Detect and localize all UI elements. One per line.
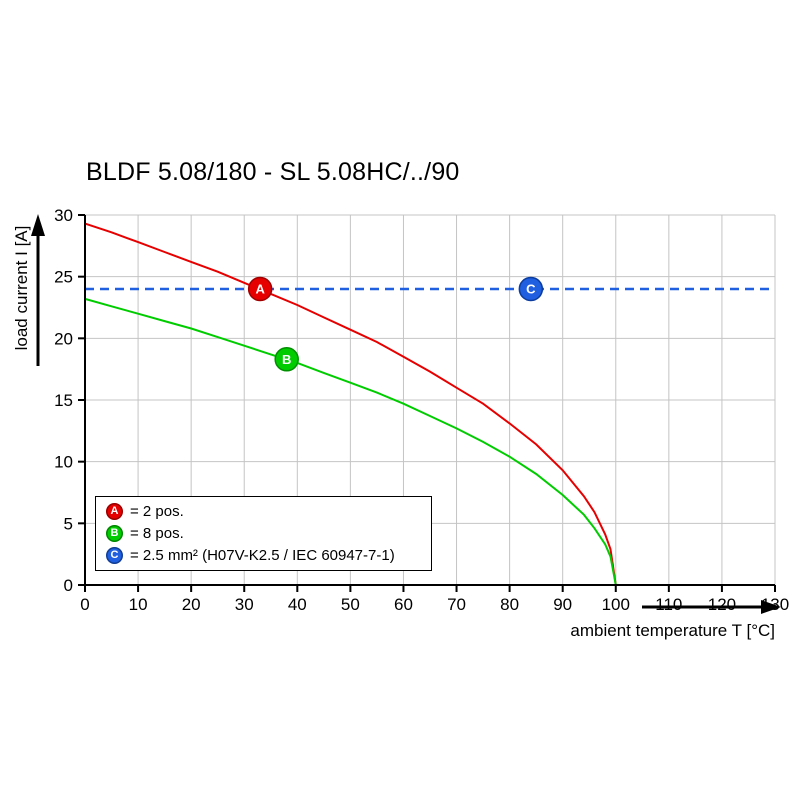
x-tick-label: 0 (80, 595, 89, 614)
legend-label-c: = 2.5 mm² (H07V-K2.5 / IEC 60947-7-1) (130, 547, 395, 565)
marker-c-label: C (526, 282, 536, 297)
legend-marker-c-icon: C (106, 547, 123, 565)
x-tick-label: 20 (182, 595, 201, 614)
marker-a (247, 276, 273, 302)
x-tick-label: 120 (708, 595, 736, 614)
x-tick-label: 10 (129, 595, 148, 614)
x-tick-label: 100 (602, 595, 630, 614)
marker-b (274, 347, 299, 372)
x-tick-label: 70 (447, 595, 466, 614)
x-axis-arrowhead-icon (761, 600, 781, 614)
x-tick-label: 80 (500, 595, 519, 614)
chart-title: BLDF 5.08/180 - SL 5.08HC/../90 (86, 158, 460, 186)
y-tick-label: 0 (64, 576, 73, 595)
legend-item-c: C = 2.5 mm² (H07V-K2.5 / IEC 60947-7-1) (106, 547, 431, 565)
x-tick-label: 30 (235, 595, 254, 614)
y-axis-arrowhead-icon (31, 214, 45, 236)
marker-b-label: B (282, 352, 291, 367)
legend-marker-a-icon: A (106, 502, 123, 520)
x-tick-label: 90 (553, 595, 572, 614)
legend-item-b: B = 8 pos. (106, 524, 431, 542)
y-tick-label: 10 (54, 453, 73, 472)
y-tick-label: 30 (54, 206, 73, 225)
x-tick-label: 60 (394, 595, 413, 614)
marker-c (518, 276, 544, 302)
y-tick-label: 25 (54, 268, 73, 287)
chart-legend: A = 2 pos. B = 8 pos. C = 2.5 mm² (H07V-… (95, 496, 432, 571)
y-tick-label: 15 (54, 391, 73, 410)
x-tick-label: 40 (288, 595, 307, 614)
legend-label-a: = 2 pos. (130, 502, 184, 520)
marker-a-label: A (255, 282, 265, 297)
legend-marker-b-icon: B (106, 524, 123, 542)
x-axis-label: ambient temperature T [°C] (570, 621, 775, 640)
legend-label-b: = 8 pos. (130, 524, 184, 542)
legend-item-a: A = 2 pos. (106, 502, 431, 520)
curve-a (84, 222, 617, 586)
x-tick-label: 110 (655, 595, 682, 614)
curve-b (84, 297, 617, 586)
y-tick-label: 5 (64, 514, 73, 533)
x-tick-label: 50 (341, 595, 360, 614)
y-tick-label: 20 (54, 329, 73, 348)
